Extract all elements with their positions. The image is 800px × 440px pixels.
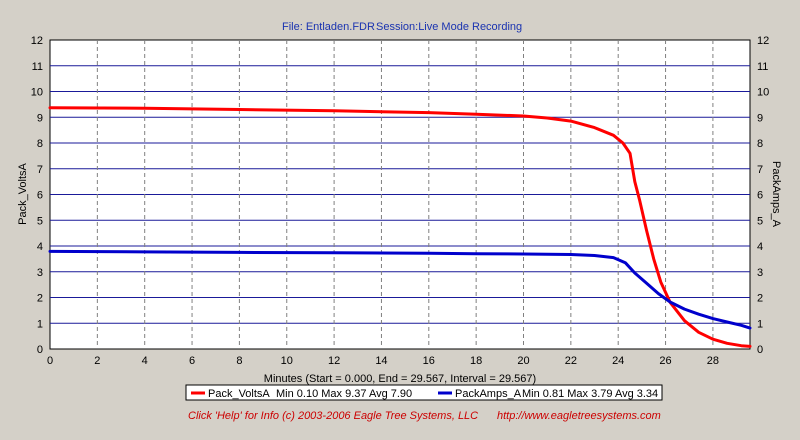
y-tick-label-left: 8 — [37, 138, 43, 150]
series-line-pack-voltsa — [48, 106, 752, 348]
y-tick-label-left: 0 — [37, 344, 43, 356]
x-tick-label: 20 — [517, 355, 529, 367]
y-tick-label-left: 4 — [37, 241, 43, 253]
series-line-packamps-a — [48, 249, 752, 330]
series-layer — [48, 106, 752, 348]
y-tick-label-right: 3 — [757, 267, 763, 279]
footer-url-link[interactable]: http://www.eagletreesystems.com — [497, 410, 661, 422]
legend-name-amps: PackAmps_A — [455, 388, 522, 400]
y-tick-label-left: 10 — [31, 87, 43, 99]
y-tick-label-right: 4 — [757, 241, 763, 253]
y-tick-label-right: 0 — [757, 344, 763, 356]
y-tick-label-right: 7 — [757, 164, 763, 176]
x-tick-label: 26 — [659, 355, 671, 367]
y-tick-label-right: 5 — [757, 215, 763, 227]
legend-box — [185, 384, 663, 401]
x-tick-label: 12 — [328, 355, 340, 367]
legend-stats-volts: Min 0.10 Max 9.37 Avg 7.90 — [276, 388, 412, 400]
legend-name-volts: Pack_VoltsA — [208, 388, 270, 400]
y-tick-label-left: 2 — [37, 293, 43, 305]
y-tick-label-right: 8 — [757, 138, 763, 150]
y-tick-label-left: 3 — [37, 267, 43, 279]
y-tick-label-left: 6 — [37, 190, 43, 202]
x-tick-label: 4 — [142, 355, 148, 367]
y-tick-label-right: 2 — [757, 293, 763, 305]
y-axis-right-label: PackAmps_A — [770, 161, 782, 228]
y-tick-label-right: 11 — [757, 61, 768, 73]
legend-stats-amps: Min 0.81 Max 3.79 Avg 3.34 — [522, 388, 658, 400]
x-tick-label: 28 — [707, 355, 719, 367]
y-tick-label-left: 11 — [32, 61, 43, 73]
x-tick-label: 6 — [189, 355, 195, 367]
x-tick-label: 14 — [375, 355, 387, 367]
x-tick-label: 24 — [612, 355, 624, 367]
x-tick-label: 18 — [470, 355, 482, 367]
x-axis-label: Minutes (Start = 0.000, End = 29.567, In… — [264, 373, 536, 385]
file-label: File: Entladen.FDR — [282, 21, 375, 33]
y-tick-label-right: 1 — [757, 318, 763, 330]
y-tick-label-right: 10 — [757, 87, 769, 99]
x-tick-label: 16 — [423, 355, 435, 367]
y-tick-label-right: 12 — [757, 35, 769, 47]
y-tick-label-right: 6 — [757, 190, 763, 202]
x-tick-label: 0 — [47, 355, 53, 367]
x-tick-label: 10 — [281, 355, 293, 367]
y-axis-left-label: Pack_VoltsA — [17, 162, 29, 224]
x-tick-label: 22 — [565, 355, 577, 367]
y-tick-label-left: 7 — [37, 164, 43, 176]
y-tick-label-left: 1 — [37, 318, 43, 330]
y-tick-label-right: 9 — [757, 112, 763, 124]
session-label: Session:Live Mode Recording — [376, 21, 522, 33]
x-tick-label: 2 — [94, 355, 100, 367]
x-tick-label: 8 — [236, 355, 242, 367]
y-tick-label-left: 5 — [37, 215, 43, 227]
footer-help-text: Click 'Help' for Info (c) 2003-2006 Eagl… — [188, 410, 478, 422]
y-tick-label-left: 9 — [37, 112, 43, 124]
y-tick-label-left: 12 — [31, 35, 43, 47]
